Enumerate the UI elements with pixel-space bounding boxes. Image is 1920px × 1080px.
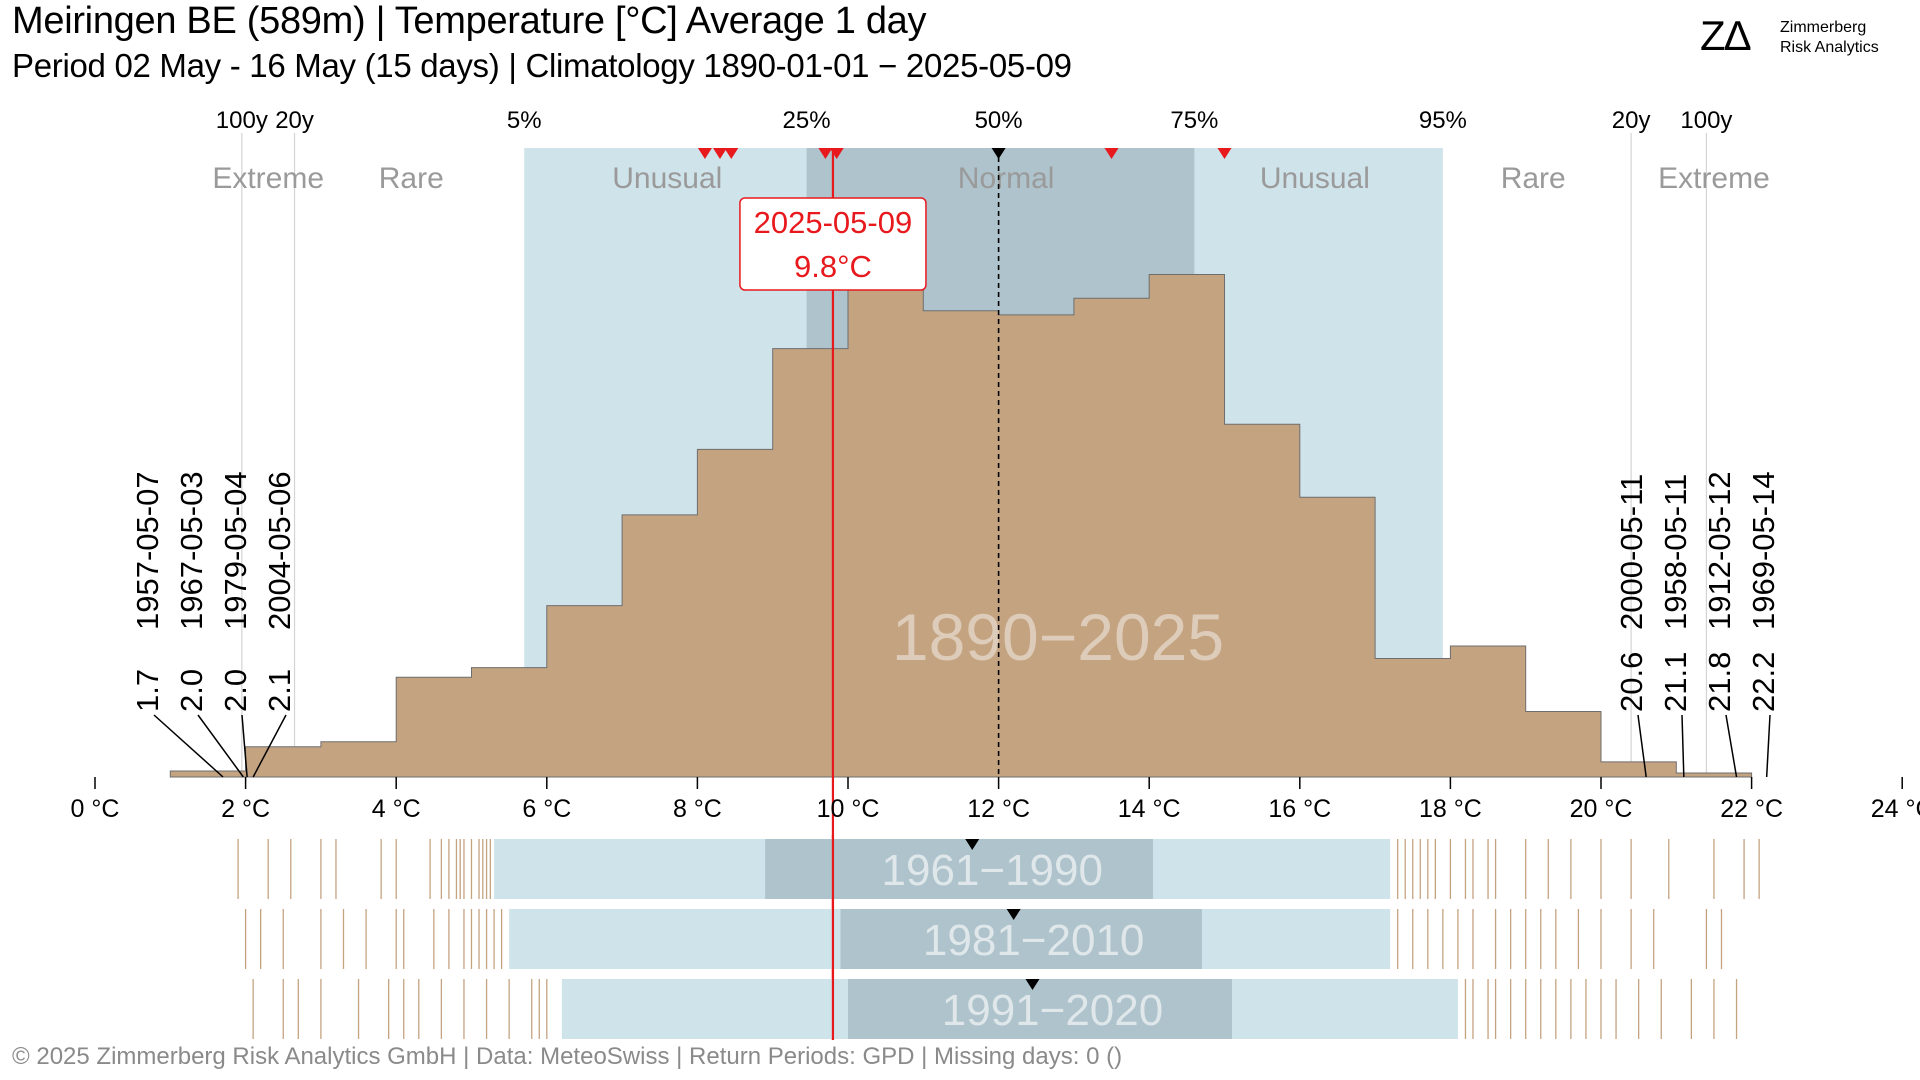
- high-extreme-leader: [1681, 714, 1685, 778]
- high-extreme-value: 20.6: [1614, 652, 1649, 712]
- strip-median-marker: [1006, 909, 1021, 920]
- low-extreme-leader: [252, 714, 287, 778]
- normal-period-strip: 1981−2010: [244, 909, 1723, 969]
- recent-year-marker: [697, 148, 712, 159]
- percentile-label: 5%: [507, 107, 542, 134]
- low-extreme-leader: [241, 714, 248, 778]
- low-extreme-date: 1967-05-03: [174, 471, 209, 630]
- low-extreme-value: 2.0: [174, 669, 209, 712]
- low-extreme-value: 2.1: [262, 669, 297, 712]
- category-label: Rare: [1501, 162, 1566, 195]
- strip-p25-p75: [848, 979, 1233, 1039]
- high-extreme-value: 21.1: [1658, 652, 1693, 712]
- high-extreme-date: 1958-05-11: [1658, 474, 1693, 630]
- x-tick-label: 16 °C: [1268, 795, 1331, 823]
- strip-period-label: 1991−2020: [942, 986, 1163, 1035]
- percentile-label: 25%: [783, 107, 831, 134]
- strip-period-label: 1961−1990: [882, 846, 1103, 895]
- low-extreme-value: 2.0: [218, 669, 253, 712]
- high-extreme-value: 21.8: [1702, 652, 1737, 712]
- category-label: Unusual: [612, 162, 722, 195]
- recent-year-marker: [712, 148, 727, 159]
- low-extreme-date: 2004-05-06: [262, 471, 297, 630]
- company-logo: ZΔ Zimmerberg Risk Analytics: [1700, 12, 1879, 59]
- percentile-label: 75%: [1170, 107, 1218, 134]
- strip-p25-p75: [765, 839, 1153, 899]
- recent-year-marker: [818, 148, 833, 159]
- return-period-label: 100y: [1680, 107, 1732, 134]
- category-label: Extreme: [1658, 162, 1770, 195]
- low-extreme-leader: [197, 714, 244, 778]
- logo-line2: Risk Analytics: [1780, 39, 1879, 56]
- logo-mark: ZΔ: [1700, 12, 1751, 59]
- high-extreme-leader: [1765, 714, 1771, 778]
- histogram: [169, 272, 1753, 778]
- footer-credits: © 2025 Zimmerberg Risk Analytics GmbH | …: [12, 1043, 1123, 1070]
- chart-subtitle: Period 02 May - 16 May (15 days) | Clima…: [12, 47, 1072, 84]
- x-tick-label: 8 °C: [673, 795, 722, 823]
- highlight-date: 2025-05-09: [754, 205, 913, 240]
- period-watermark: 1890−2025: [892, 600, 1224, 674]
- highlight-box: [739, 197, 927, 291]
- strip-p25-p75: [840, 909, 1202, 969]
- high-extreme-date: 1912-05-12: [1702, 471, 1737, 630]
- category-label: Unusual: [1260, 162, 1370, 195]
- normal-period-strip: 1961−1990: [237, 839, 1760, 899]
- category-label: Rare: [379, 162, 444, 195]
- high-extreme-date: 1969-05-14: [1746, 471, 1781, 630]
- x-tick-label: 18 °C: [1419, 795, 1482, 823]
- low-extreme-leader: [153, 714, 224, 778]
- low-extreme-date: 1957-05-07: [130, 471, 165, 630]
- recent-year-marker: [1104, 148, 1119, 159]
- x-tick-label: 4 °C: [372, 795, 421, 823]
- chart-title: Meiringen BE (589m) | Temperature [°C] A…: [12, 0, 927, 42]
- recent-year-marker: [724, 148, 739, 159]
- return-period-label: 100y: [216, 107, 268, 134]
- high-extreme-leader: [1637, 714, 1647, 778]
- x-tick-label: 10 °C: [817, 795, 880, 823]
- high-extreme-leader: [1725, 714, 1738, 778]
- category-label: Extreme: [212, 162, 324, 195]
- x-tick-label: 20 °C: [1570, 795, 1633, 823]
- high-extreme-date: 2000-05-11: [1614, 474, 1649, 630]
- low-extreme-date: 1979-05-04: [218, 471, 253, 630]
- x-tick-label: 22 °C: [1720, 795, 1783, 823]
- return-period-label: 20y: [1612, 107, 1651, 134]
- highlight-value: 9.8°C: [794, 249, 872, 284]
- strip-median-marker: [965, 839, 980, 850]
- percentile-label: 50%: [975, 107, 1023, 134]
- median-marker: [991, 148, 1006, 159]
- percentile-label: 95%: [1419, 107, 1467, 134]
- x-tick-label: 24 °C: [1871, 795, 1920, 823]
- normal-period-strip: 1991−2020: [252, 979, 1738, 1039]
- strip-median-marker: [1025, 979, 1040, 990]
- logo-line1: Zimmerberg: [1780, 19, 1866, 36]
- category-label: Normal: [958, 162, 1055, 195]
- high-extreme-value: 22.2: [1746, 652, 1781, 712]
- return-period-label: 20y: [275, 107, 314, 134]
- x-tick-label: 6 °C: [522, 795, 571, 823]
- x-tick-label: 12 °C: [967, 795, 1030, 823]
- x-tick-label: 0 °C: [71, 795, 120, 823]
- x-tick-label: 2 °C: [221, 795, 270, 823]
- strip-period-label: 1981−2010: [923, 916, 1144, 965]
- low-extreme-value: 1.7: [130, 669, 165, 712]
- x-tick-label: 14 °C: [1118, 795, 1181, 823]
- recent-year-marker: [1217, 148, 1232, 159]
